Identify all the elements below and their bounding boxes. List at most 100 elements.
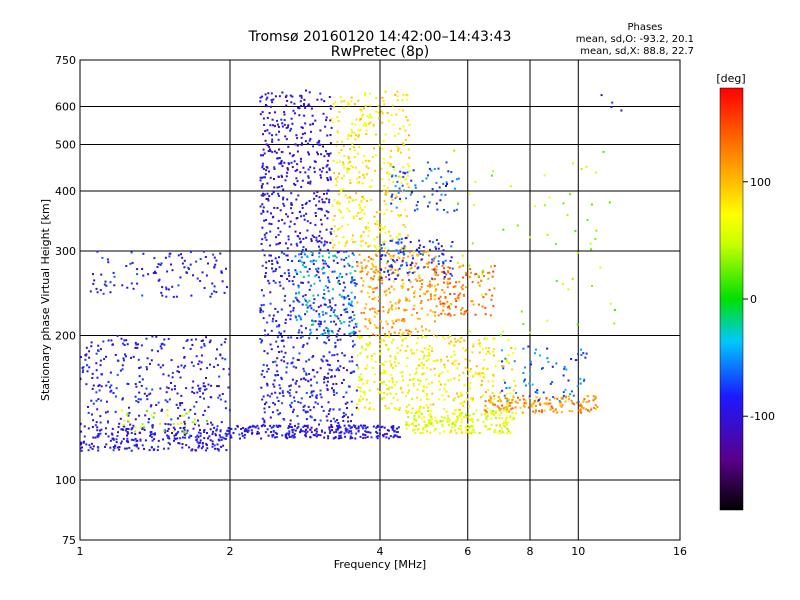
echo-point	[362, 280, 365, 283]
echo-point	[298, 237, 301, 240]
echo-point	[377, 434, 380, 437]
echo-point	[461, 401, 464, 404]
echo-point	[117, 431, 119, 434]
echo-point	[210, 384, 213, 387]
echo-point	[332, 417, 335, 420]
echo-point	[307, 305, 310, 308]
echo-point	[313, 167, 316, 170]
echo-point	[198, 390, 201, 392]
echo-point	[99, 364, 102, 367]
echo-point	[303, 103, 305, 106]
echo-point	[260, 212, 263, 215]
echo-point	[277, 400, 280, 402]
echo-point	[391, 379, 394, 381]
echo-point	[337, 120, 340, 123]
echo-point	[292, 109, 295, 112]
echo-point	[330, 309, 333, 312]
echo-point	[413, 209, 416, 212]
echo-point	[350, 96, 353, 99]
echo-point	[498, 413, 501, 416]
echo-point	[309, 328, 312, 331]
echo-point	[350, 291, 353, 294]
echo-point	[327, 435, 330, 438]
echo-point	[177, 430, 180, 433]
echo-point	[399, 328, 402, 331]
echo-point	[429, 309, 432, 312]
echo-point	[501, 349, 503, 352]
colorbar-label: [deg]	[716, 72, 745, 85]
echo-point	[270, 212, 272, 215]
echo-point	[502, 379, 505, 382]
echo-point	[160, 291, 163, 294]
echo-point	[271, 267, 273, 270]
echo-point	[347, 385, 350, 388]
echo-point	[283, 222, 286, 225]
echo-point	[299, 316, 302, 319]
echo-point	[363, 122, 366, 125]
echo-point	[420, 412, 423, 415]
echo-point	[300, 378, 303, 381]
echo-point	[347, 135, 350, 138]
echo-point	[370, 116, 373, 119]
echo-point	[530, 403, 533, 406]
echo-point	[310, 378, 312, 381]
echo-point	[436, 283, 439, 286]
echo-point	[334, 420, 337, 423]
echo-point	[160, 347, 163, 350]
y-tick-label: 75	[62, 534, 76, 547]
echo-point	[441, 394, 444, 397]
echo-point	[567, 288, 570, 291]
echo-point	[285, 366, 288, 369]
echo-point	[297, 331, 300, 334]
echo-point	[342, 412, 345, 415]
echo-point	[267, 198, 269, 200]
echo-point	[261, 111, 264, 113]
echo-point	[295, 134, 298, 137]
echo-point	[106, 410, 109, 413]
echo-point	[204, 385, 207, 388]
echo-point	[499, 425, 502, 427]
echo-point	[316, 337, 319, 340]
echo-point	[428, 261, 430, 264]
echo-point	[404, 237, 407, 239]
echo-point	[326, 241, 329, 244]
echo-point	[490, 174, 493, 177]
echo-point	[274, 307, 277, 310]
echo-point	[278, 95, 281, 98]
echo-point	[454, 305, 457, 308]
echo-point	[577, 409, 580, 412]
echo-point	[389, 435, 392, 438]
echo-point	[404, 129, 407, 132]
echo-point	[561, 397, 564, 400]
echo-point	[335, 184, 338, 187]
echo-point	[423, 195, 426, 198]
echo-point	[565, 368, 568, 371]
echo-point	[519, 406, 522, 409]
echo-point	[366, 356, 369, 359]
echo-point	[161, 294, 164, 297]
echo-point	[409, 241, 412, 243]
echo-point	[331, 330, 334, 333]
echo-point	[105, 284, 108, 287]
echo-point	[402, 257, 405, 259]
echo-point	[503, 394, 506, 397]
echo-point	[95, 287, 98, 290]
echo-point	[271, 151, 274, 153]
echo-point	[394, 93, 397, 96]
echo-point	[290, 435, 293, 438]
echo-point	[328, 281, 331, 284]
echo-point	[328, 252, 331, 255]
echo-point	[270, 392, 273, 395]
echo-point	[380, 276, 383, 279]
echo-point	[223, 341, 226, 344]
echo-point	[167, 288, 170, 291]
echo-point	[260, 289, 263, 292]
echo-point	[396, 259, 399, 262]
echo-point	[226, 433, 229, 436]
echo-point	[281, 390, 284, 393]
echo-point	[264, 173, 267, 176]
echo-point	[462, 404, 465, 407]
echo-point	[387, 186, 389, 189]
echo-point	[417, 364, 420, 367]
echo-point	[326, 286, 329, 289]
